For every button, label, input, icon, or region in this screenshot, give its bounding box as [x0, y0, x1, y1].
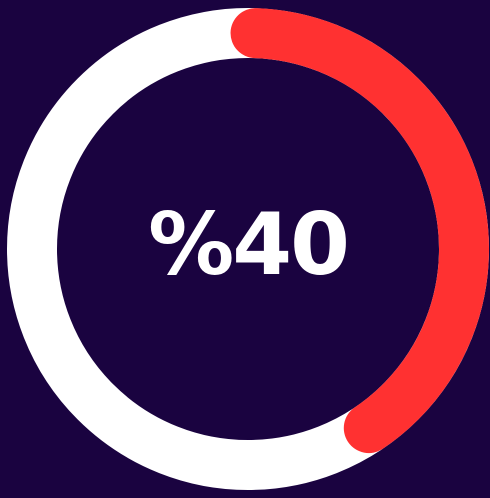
progress-ring-fill: [230, 8, 489, 454]
progress-percent-label: %40: [148, 195, 350, 295]
